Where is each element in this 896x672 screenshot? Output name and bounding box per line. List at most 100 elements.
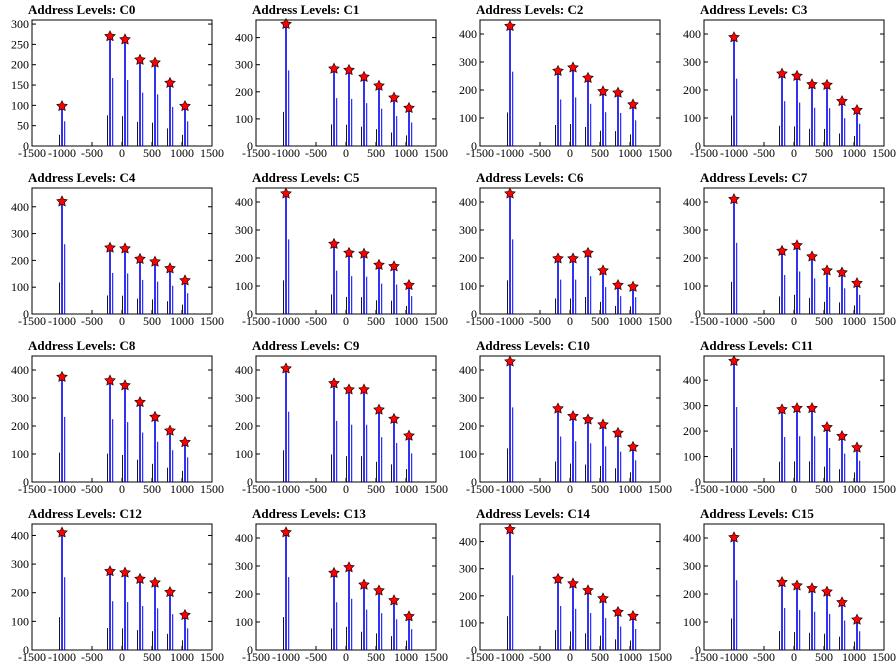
bar-spike — [184, 106, 186, 146]
peak-marker — [552, 252, 564, 264]
bar-6 — [630, 286, 637, 314]
bar-spike — [796, 76, 798, 146]
x-tick-label: -500 — [753, 650, 775, 664]
bar-3 — [137, 259, 144, 314]
y-tick-label: 100 — [683, 279, 701, 293]
y-tick-label: 400 — [11, 200, 29, 214]
bar-spike — [632, 447, 634, 482]
bar-spike-side — [331, 628, 332, 650]
bar-spike-side — [157, 441, 159, 482]
x-tick-label: 0 — [567, 146, 573, 160]
bar-4 — [152, 582, 159, 650]
y-tick-label: 200 — [235, 419, 253, 433]
peak-marker — [373, 258, 385, 270]
x-tick-label: -1000 — [48, 146, 76, 160]
bar-spike — [841, 436, 843, 482]
bar-spike-side — [560, 279, 562, 314]
x-tick-label: -1500 — [466, 650, 494, 664]
y-tick-label: 400 — [459, 363, 477, 377]
x-tick-label: 1000 — [170, 314, 194, 328]
peak-marker — [388, 412, 400, 424]
chart-title: Address Levels: C8 — [28, 338, 136, 353]
x-tick-label: -1500 — [18, 146, 46, 160]
peak-marker — [388, 260, 400, 272]
peak-marker — [836, 266, 848, 278]
bar-spike — [124, 572, 126, 650]
bar-spike-side — [167, 301, 168, 314]
bar-2 — [346, 567, 353, 650]
bar-spike-side — [107, 115, 108, 146]
x-tick-label: -500 — [529, 650, 551, 664]
x-tick-label: -500 — [81, 146, 103, 160]
peak-marker — [791, 579, 803, 591]
chart-svg: Address Levels: C7 0 100 200 300 400 -1500 -100… — [683, 170, 896, 328]
y-tick-label: 0 — [23, 643, 29, 657]
bar-1 — [555, 579, 562, 650]
bar-spike-side — [824, 466, 825, 482]
bar-0 — [507, 529, 514, 650]
bar-spike — [617, 285, 619, 314]
bar-spike-side — [107, 453, 108, 482]
x-tick-label: 1000 — [842, 314, 866, 328]
bar-spike-side — [381, 283, 383, 314]
x-tick-label: -1000 — [48, 314, 76, 328]
bar-spike-side — [799, 436, 801, 482]
chart-svg: Address Levels: C4 0 100 200 300 400 -1500 -100… — [11, 170, 224, 328]
x-tick-label: -1500 — [690, 146, 718, 160]
x-tick-label: -1000 — [496, 650, 524, 664]
bar-spike-side — [336, 602, 338, 650]
peak-marker — [627, 98, 639, 110]
bar-2 — [346, 389, 353, 482]
peak-marker — [343, 246, 355, 258]
bar-1 — [555, 70, 562, 146]
bar-spike-side — [361, 456, 362, 482]
y-tick-label: 0 — [23, 475, 29, 489]
bar-spike-side — [560, 605, 562, 650]
bar-spike-side — [137, 630, 138, 650]
chart-title: Address Levels: C12 — [28, 506, 142, 521]
peak-marker — [728, 31, 740, 43]
bar-4 — [824, 591, 831, 650]
y-tick-label: 400 — [459, 27, 477, 41]
x-tick-label: 500 — [815, 482, 833, 496]
bar-3 — [361, 76, 368, 146]
x-tick-label: -1000 — [496, 146, 524, 160]
bar-1 — [107, 571, 114, 650]
bar-5 — [839, 436, 846, 482]
bar-2 — [794, 408, 801, 482]
bar-spike-side — [182, 470, 183, 482]
bar-1 — [331, 383, 338, 482]
bar-spike-side — [283, 111, 284, 146]
x-tick-label: 0 — [567, 314, 573, 328]
x-tick-label: 500 — [815, 314, 833, 328]
bar-spike — [348, 567, 350, 650]
bar-spike-side — [585, 126, 586, 146]
bar-spike-side — [288, 411, 290, 482]
y-tick-label: 300 — [459, 562, 477, 576]
peak-marker — [504, 523, 516, 535]
y-tick-label: 400 — [459, 195, 477, 209]
peak-marker — [806, 402, 818, 414]
bar-spike-side — [635, 629, 637, 650]
peak-marker — [567, 252, 579, 264]
bar-spike-side — [635, 460, 637, 482]
bar-spike — [154, 261, 156, 314]
y-tick-label: 0 — [471, 643, 477, 657]
y-tick-label: 250 — [11, 37, 29, 51]
x-tick-label: 0 — [119, 146, 125, 160]
bar-6 — [406, 108, 413, 146]
bar-spike-side — [560, 436, 562, 482]
bar-spike — [856, 619, 858, 650]
bar-spike — [61, 201, 63, 314]
bar-spike-side — [107, 295, 108, 314]
peak-marker — [134, 396, 146, 408]
y-tick-label: 0 — [695, 139, 701, 153]
x-tick-label: 1000 — [618, 314, 642, 328]
peak-marker — [851, 277, 863, 289]
peak-marker — [328, 377, 340, 389]
x-tick-label: 1000 — [170, 650, 194, 664]
bar-spike-side — [187, 628, 189, 650]
bar-spike-side — [187, 457, 189, 482]
bar-spike — [617, 612, 619, 650]
bar-spike-side — [854, 305, 855, 314]
